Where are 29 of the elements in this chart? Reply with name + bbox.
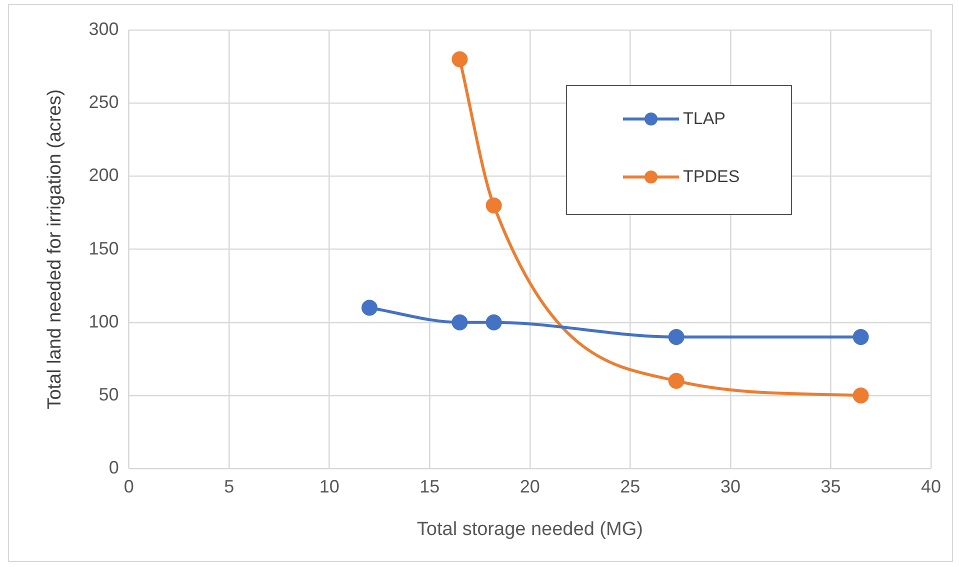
y-tick-label: 250 [88, 92, 119, 112]
y-tick-label: 300 [88, 18, 119, 39]
x-tick-label: 20 [520, 476, 540, 496]
x-tick-label: 15 [420, 476, 440, 496]
y-axis-title: Total land needed for irrigation (acres) [44, 89, 66, 410]
x-tick-label: 40 [920, 476, 942, 496]
y-tick-label: 0 [108, 458, 119, 478]
point [486, 197, 502, 214]
y-tick-label: 100 [88, 311, 119, 332]
point [668, 372, 684, 389]
y-tick-label: 200 [88, 165, 119, 186]
legend-label: TPDES [683, 167, 740, 187]
x-tick-label: 25 [620, 476, 640, 496]
point [486, 314, 502, 330]
y-tick-label: 150 [88, 238, 119, 258]
point [852, 388, 869, 404]
point [361, 300, 378, 316]
y-tick-label: 50 [98, 384, 119, 404]
x-tick-label: 10 [319, 476, 340, 496]
x-tick-label: 30 [720, 476, 740, 496]
point [852, 329, 869, 346]
point [452, 314, 468, 330]
x-axis-title: Total storage needed (MG) [416, 518, 643, 540]
point [452, 51, 468, 68]
x-tick-label: 0 [124, 476, 134, 496]
legend-label: TLAP [683, 109, 726, 129]
x-tick-label: 5 [224, 476, 234, 496]
point [668, 329, 684, 346]
x-tick-label: 35 [820, 476, 841, 496]
